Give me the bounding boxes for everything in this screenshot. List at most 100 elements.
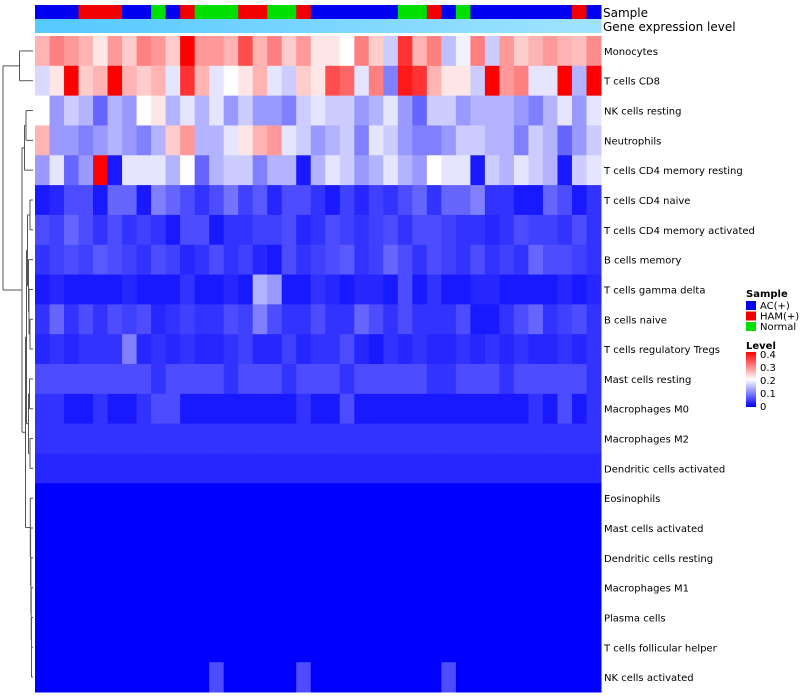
heatmap-cell xyxy=(557,155,573,186)
heatmap-cell xyxy=(455,423,471,454)
heatmap-cell xyxy=(542,393,558,425)
heatmap-cell xyxy=(542,513,558,544)
heatmap-cell xyxy=(441,36,457,67)
heatmap-cell xyxy=(354,453,370,484)
heatmap-cell xyxy=(586,334,602,365)
heatmap-cell xyxy=(194,36,210,67)
gene-expression-cell xyxy=(93,19,109,33)
heatmap-cell xyxy=(209,393,225,425)
heatmap-cell xyxy=(528,214,544,246)
gene-expression-cell xyxy=(354,19,370,33)
heatmap-cell xyxy=(484,423,500,454)
gene-expression-cell xyxy=(484,19,500,33)
heatmap-cell xyxy=(383,364,399,395)
heatmap-cell xyxy=(165,632,181,663)
heatmap-cell xyxy=(397,483,413,514)
heatmap-cell xyxy=(209,602,225,633)
heatmap-cell xyxy=(136,483,152,514)
heatmap-cell xyxy=(238,393,254,425)
heatmap-cell xyxy=(35,334,51,365)
heatmap-cell xyxy=(122,483,138,514)
row-label: Macrophages M1 xyxy=(604,584,689,595)
heatmap-cell xyxy=(281,572,297,604)
heatmap-cell xyxy=(122,513,138,544)
heatmap-cell xyxy=(194,304,210,335)
heatmap-cell xyxy=(107,423,123,454)
heatmap-cell xyxy=(35,513,51,544)
heatmap-cell xyxy=(151,602,167,633)
heatmap-cell xyxy=(325,662,341,693)
heatmap-cell xyxy=(93,125,109,156)
heatmap-cell xyxy=(165,572,181,604)
heatmap-cell xyxy=(557,393,573,425)
heatmap-cell xyxy=(383,453,399,484)
heatmap-cells xyxy=(35,36,602,693)
heatmap-cell xyxy=(296,364,312,395)
heatmap-cell xyxy=(165,125,181,156)
heatmap-cell xyxy=(107,36,123,67)
heatmap-cell xyxy=(470,453,486,484)
heatmap-cell xyxy=(267,542,283,574)
heatmap-cell xyxy=(397,65,413,97)
heatmap-cell xyxy=(165,185,181,216)
row-label: T cells follicular helper xyxy=(603,643,718,654)
heatmap-cell xyxy=(78,602,94,633)
heatmap-cell xyxy=(165,244,181,276)
heatmap-cell xyxy=(238,513,254,544)
legend-level-tick: 0.2 xyxy=(760,376,776,387)
heatmap-cell xyxy=(325,185,341,216)
heatmap-cell xyxy=(586,662,602,693)
heatmap-cell xyxy=(571,513,587,544)
heatmap-cell xyxy=(296,542,312,574)
heatmap-cell xyxy=(78,95,94,126)
heatmap-cell xyxy=(484,542,500,574)
heatmap-cell xyxy=(339,185,355,216)
heatmap-cell xyxy=(223,423,239,454)
heatmap-cell xyxy=(165,334,181,365)
heatmap-cell xyxy=(122,185,138,216)
heatmap-cell xyxy=(310,483,326,514)
heatmap-cell xyxy=(93,214,109,246)
heatmap-cell xyxy=(484,214,500,246)
heatmap-cell xyxy=(383,185,399,216)
heatmap-cell xyxy=(122,572,138,604)
heatmap-cell xyxy=(296,155,312,186)
heatmap-cell xyxy=(93,632,109,663)
heatmap-cell xyxy=(397,155,413,186)
heatmap-cell xyxy=(209,65,225,97)
heatmap-cell xyxy=(586,155,602,186)
heatmap-cell xyxy=(281,483,297,514)
heatmap-cell xyxy=(136,602,152,633)
heatmap-cell xyxy=(310,602,326,633)
heatmap-cell xyxy=(441,364,457,395)
heatmap-cell xyxy=(151,632,167,663)
heatmap-cell xyxy=(484,662,500,693)
gene-expression-cell xyxy=(78,19,94,33)
heatmap-cell xyxy=(93,483,109,514)
heatmap-cell xyxy=(383,155,399,186)
row-label: Mast cells activated xyxy=(604,524,703,535)
gene-expression-cell xyxy=(542,19,558,33)
heatmap-cell xyxy=(368,632,384,663)
heatmap-cell xyxy=(542,125,558,156)
row-label: T cells regulatory Tregs xyxy=(603,345,720,356)
heatmap-cell xyxy=(426,274,442,305)
heatmap-cell xyxy=(296,453,312,484)
heatmap-cell xyxy=(586,65,602,97)
heatmap-cell xyxy=(296,632,312,663)
gene-expression-cell xyxy=(296,19,312,33)
heatmap-cell xyxy=(412,155,428,186)
heatmap-cell xyxy=(571,453,587,484)
heatmap-cell xyxy=(122,662,138,693)
heatmap-cell xyxy=(339,125,355,156)
heatmap-cell xyxy=(542,214,558,246)
heatmap-cell xyxy=(93,274,109,305)
heatmap-cell xyxy=(455,542,471,574)
heatmap-cell xyxy=(209,95,225,126)
heatmap-cell xyxy=(151,572,167,604)
heatmap-cell xyxy=(368,662,384,693)
heatmap-cell xyxy=(397,364,413,395)
heatmap-cell xyxy=(426,632,442,663)
row-label: B cells memory xyxy=(604,256,681,267)
heatmap-cell xyxy=(325,334,341,365)
